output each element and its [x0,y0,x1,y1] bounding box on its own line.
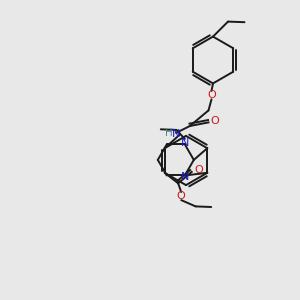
Text: O: O [177,191,186,201]
Text: H: H [165,128,173,139]
Text: N: N [181,137,189,148]
Text: N: N [181,172,189,182]
Text: N: N [172,129,181,140]
Text: O: O [207,90,216,100]
Text: O: O [194,165,203,176]
Text: O: O [211,116,220,126]
